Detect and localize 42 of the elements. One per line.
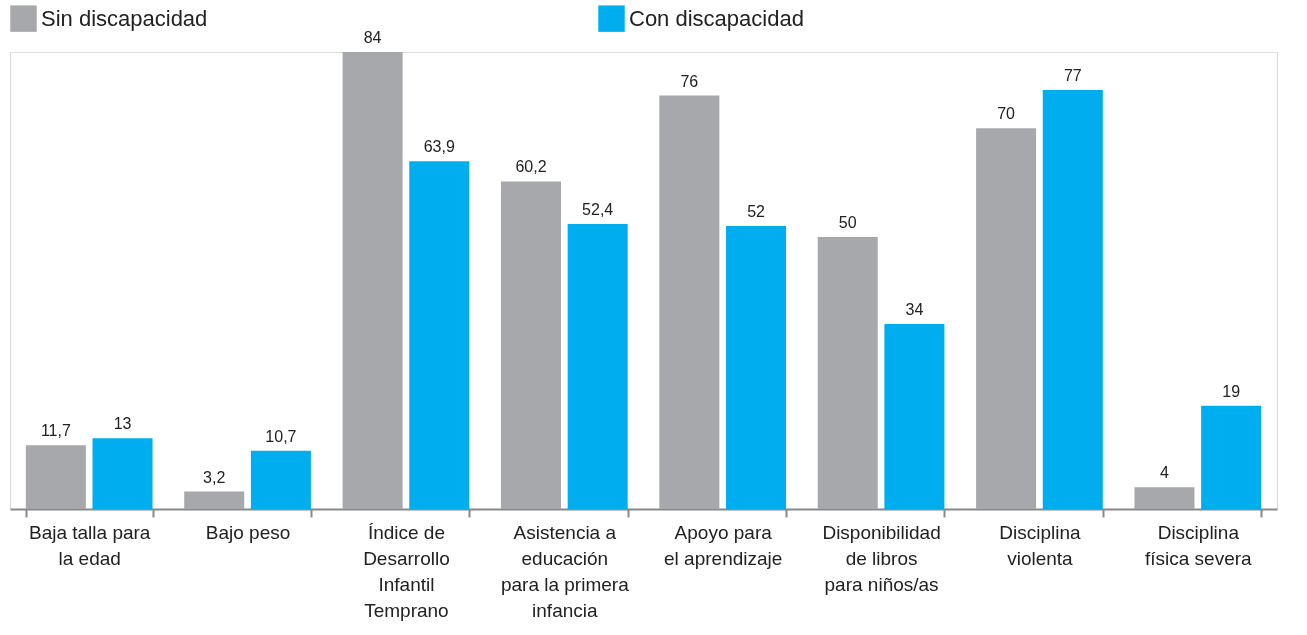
data-label: 19	[1222, 382, 1241, 400]
bar	[659, 95, 720, 509]
bar	[1201, 405, 1262, 509]
bar	[1042, 90, 1103, 509]
bar	[409, 161, 470, 509]
data-label: 34	[905, 301, 924, 319]
x-tick-label: Disciplina violenta	[999, 521, 1082, 569]
bar	[500, 181, 561, 509]
data-label: 3,2	[203, 468, 226, 486]
x-tick-label: Disponibilidad de libros para niños/as	[822, 521, 941, 595]
bar	[1134, 487, 1195, 509]
x-tick-label: Baja talla para la edad	[28, 521, 151, 569]
bar	[884, 324, 945, 509]
x-tick-label: Disciplina física severa	[1144, 521, 1253, 569]
data-label: 76	[680, 72, 699, 90]
x-tick-label: Asistencia a educación para la primera infancia	[500, 521, 630, 621]
x-tick-label: Bajo peso	[205, 521, 291, 543]
data-label: 60,2	[515, 158, 547, 176]
bar	[976, 128, 1037, 509]
data-label: 77	[1063, 67, 1082, 85]
bar	[250, 450, 311, 509]
data-label: 52,4	[582, 200, 614, 218]
bar	[25, 445, 86, 509]
legend-label: Sin discapacidad	[41, 5, 208, 31]
x-tick-label: Índice de Desarrollo Infantil Temprano	[363, 521, 450, 621]
data-label: 11,7	[40, 422, 71, 440]
data-label: 13	[113, 415, 132, 433]
bar	[817, 236, 878, 509]
data-label: 10,7	[265, 427, 297, 445]
data-label: 63,9	[423, 138, 455, 156]
bar	[726, 226, 787, 509]
bar	[567, 223, 628, 509]
data-label: 52	[747, 203, 766, 221]
data-label: 4	[1160, 464, 1170, 482]
bar	[342, 52, 403, 509]
data-label: 70	[997, 105, 1016, 123]
bar	[184, 491, 245, 509]
bar	[92, 438, 153, 509]
x-tick-label: Apoyo para el aprendizaje	[664, 521, 783, 569]
data-label: 50	[838, 213, 857, 231]
legend-label: Con discapacidad	[629, 5, 804, 31]
data-label: 84	[363, 29, 382, 46]
